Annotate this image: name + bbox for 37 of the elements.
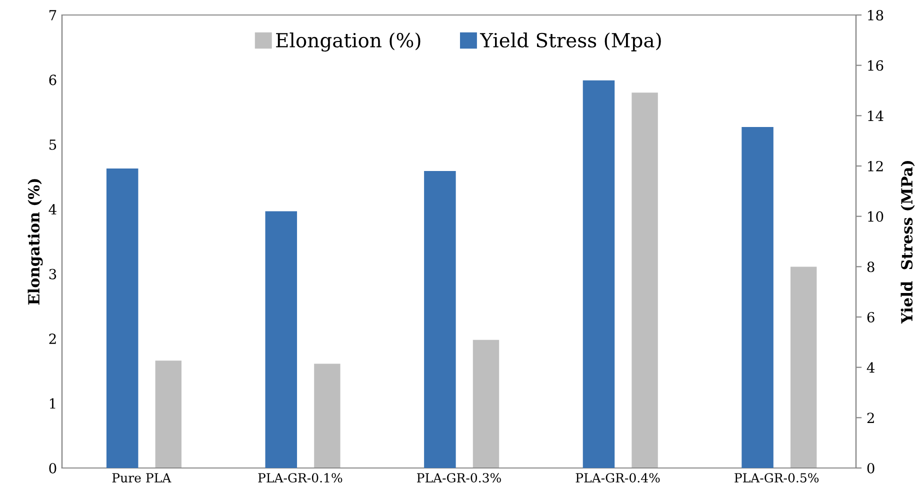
y-tick-label: 2 — [49, 334, 56, 344]
bar — [632, 92, 658, 468]
y-tick-label: 0 — [49, 462, 56, 474]
y-tick-label: 7 — [49, 10, 56, 20]
bar — [424, 171, 456, 468]
bar — [582, 80, 615, 468]
bar — [265, 211, 298, 468]
y2-tick-label: 2 — [867, 412, 874, 423]
bar — [106, 168, 138, 468]
y-tick-label: 4 — [48, 204, 56, 214]
y2-tick-label: 6 — [867, 312, 874, 322]
bar — [472, 340, 500, 468]
y-tick-label: 6 — [49, 74, 56, 86]
y2-tick-label: 14 — [868, 110, 884, 121]
y2-tick-label: 4 — [866, 362, 875, 373]
bar — [790, 266, 817, 468]
y2-tick-label: 12 — [868, 160, 883, 172]
y-tick-label: 3 — [49, 268, 56, 280]
y2-axis-title: Yield Stress (MPa) — [900, 160, 915, 324]
x-tick-label: PLA-GR-0.4% — [576, 473, 660, 483]
x-tick-label: PLA-GR-0.5% — [734, 473, 819, 483]
y2-tick-label: 8 — [867, 262, 874, 272]
y2-tick-label: 16 — [868, 60, 884, 71]
y-tick-label: 1 — [50, 398, 56, 409]
legend-label: Yield Stress (Mpa) — [480, 32, 661, 52]
x-tick-label: PLA-GR-0.1% — [258, 473, 342, 483]
legend-label: Elongation (%) — [276, 32, 420, 52]
bar — [155, 360, 182, 468]
x-tick-label: PLA-GR-0.3% — [417, 473, 501, 483]
y-tick-label: 5 — [49, 140, 56, 150]
y2-tick-label: 18 — [868, 10, 884, 20]
y2-tick-label: 10 — [868, 211, 884, 222]
bar — [314, 364, 340, 468]
bar — [742, 126, 774, 468]
y2-tick-label: 0 — [867, 462, 874, 474]
x-tick-label: Pure PLA — [112, 473, 172, 483]
y-axis-title: Elongation (%) — [28, 179, 43, 305]
